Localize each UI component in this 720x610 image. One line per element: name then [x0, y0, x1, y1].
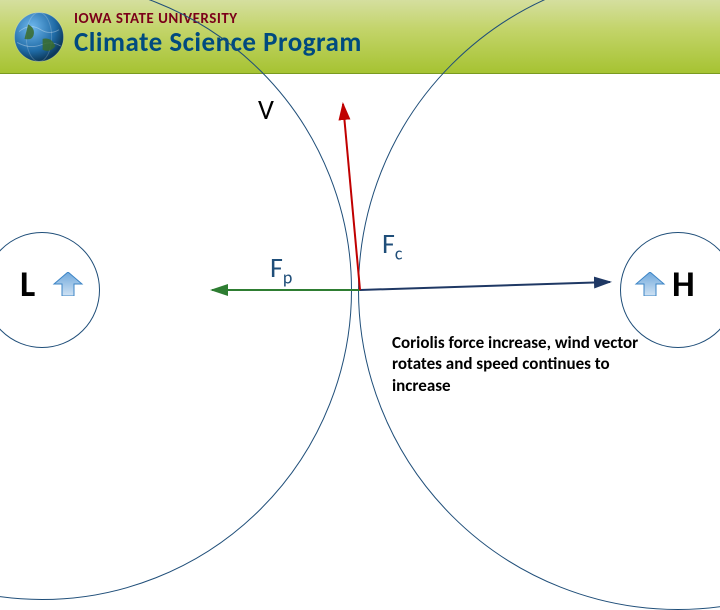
high-pressure-arrow-icon	[634, 272, 666, 296]
fc-label-main: F	[382, 226, 395, 261]
high-pressure-label: H	[672, 262, 695, 306]
v-label: V	[258, 92, 274, 127]
fc-label: Fc	[382, 226, 403, 265]
isobar-low-outer	[0, 0, 352, 600]
v-label-text: V	[258, 92, 274, 127]
low-pressure-label: L	[20, 262, 35, 306]
coriolis-diagram: L H V Fp	[0, 74, 720, 540]
fp-label-main: F	[270, 250, 283, 285]
fp-label: Fp	[270, 250, 292, 289]
fc-label-sub: c	[395, 243, 403, 265]
caption-text: Coriolis force increase, wind vector rot…	[392, 332, 652, 396]
isobar-high-outer	[358, 0, 720, 610]
fp-label-sub: p	[283, 267, 292, 289]
low-pressure-arrow-icon	[52, 272, 84, 296]
